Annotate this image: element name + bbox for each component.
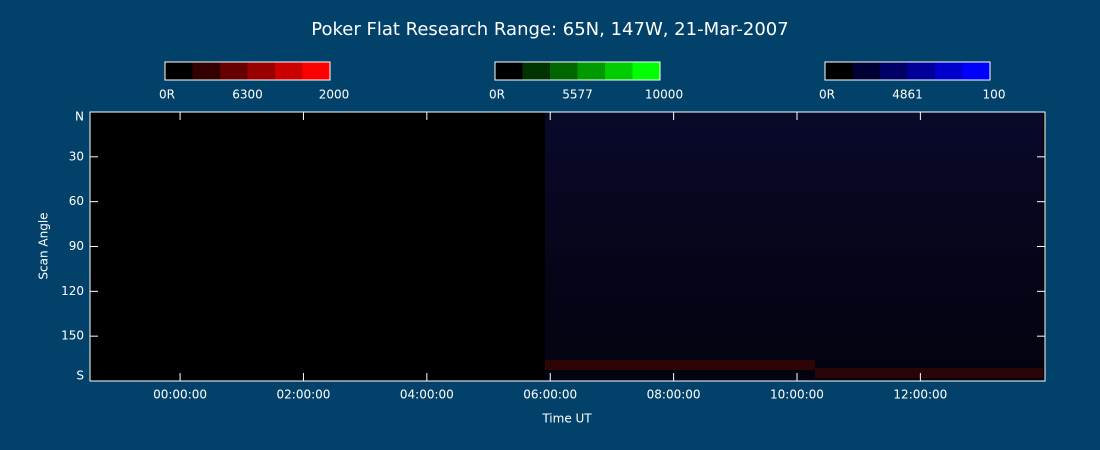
colorbar-min-label: 0R [819,88,835,102]
colorbar-segment [632,62,660,80]
colorbar-wavelength: 5577 [562,88,593,102]
colorbar-segment [577,62,605,80]
y-tick-label: 60 [69,194,84,208]
x-tick-label: 02:00:00 [277,388,331,402]
colorbar-wavelength: 4861 [892,88,923,102]
colorbar-segment [192,62,220,80]
colorbar-segment [935,62,963,80]
colorbar-max-label: 2000 [319,88,350,102]
colorbar-frame [164,61,331,81]
colorbar-segment [275,62,303,80]
colorbar-segment [962,62,990,80]
x-axis-label: Time UT [541,412,592,426]
colorbar-segment [605,62,633,80]
y-tick-label: S [76,369,84,383]
x-tick-label: 00:00:00 [153,388,207,402]
x-tick-label: 04:00:00 [400,388,454,402]
colorbar-segment [165,62,193,80]
image-texture [545,360,815,370]
colorbar-segment [495,62,523,80]
colorbar-max-label: 10000 [645,88,683,102]
colorbar-segment [880,62,908,80]
image-texture [815,368,1043,378]
colorbar-segment [825,62,853,80]
colorbar-min-label: 0R [159,88,175,102]
colorbar-min-label: 0R [489,88,505,102]
image-texture [545,112,1043,381]
colorbar-segment [220,62,248,80]
x-tick-label: 08:00:00 [647,388,701,402]
y-tick-label: 90 [69,239,84,253]
colorbar-frame [494,61,661,81]
colorbar-segment [550,62,578,80]
y-tick-label: 150 [61,329,84,343]
y-tick-label: 30 [69,149,84,163]
colorbar-segment [247,62,275,80]
chart-title: Poker Flat Research Range: 65N, 147W, 21… [311,19,788,40]
x-tick-label: 12:00:00 [893,388,947,402]
y-axis-label: Scan Angle [37,212,51,279]
y-tick-label: N [75,110,84,124]
colorbar-wavelength: 6300 [232,88,263,102]
x-tick-label: 06:00:00 [523,388,577,402]
colorbar-segment [522,62,550,80]
colorbar-segment [852,62,880,80]
colorbar-frame [824,61,991,81]
colorbar-segment [907,62,935,80]
colorbar-segment [302,62,330,80]
y-tick-label: 120 [61,284,84,298]
x-tick-label: 10:00:00 [770,388,824,402]
colorbar-max-label: 100 [983,88,1006,102]
